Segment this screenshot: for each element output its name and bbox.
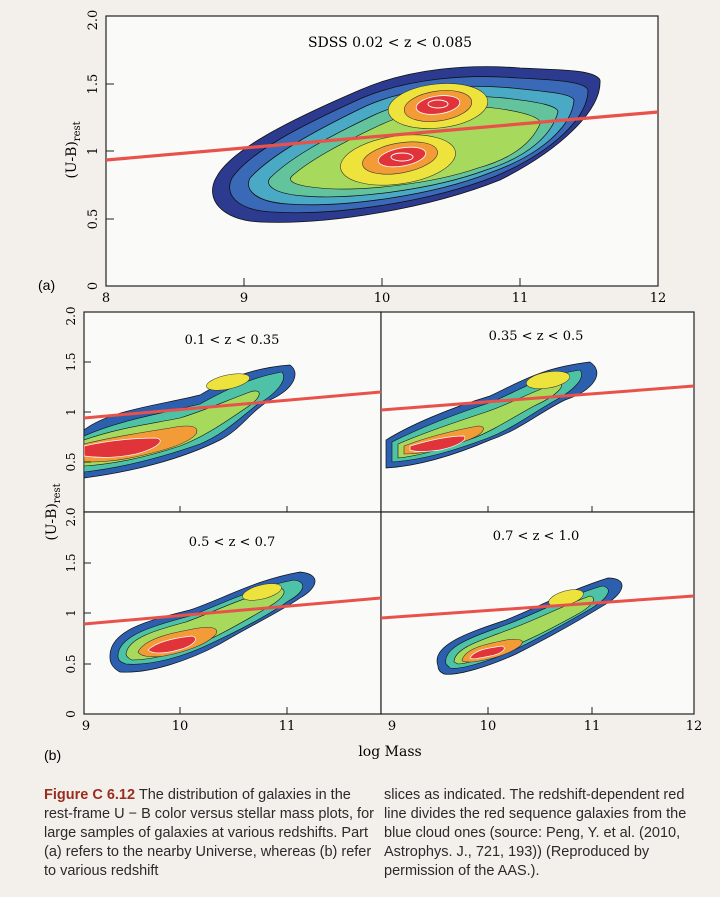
y-tick-label: 2.0: [86, 10, 101, 31]
y-tick-label: 2.0: [64, 306, 78, 325]
divider-line-tl: [84, 390, 381, 420]
y-axis-label-sub: rest: [52, 483, 63, 503]
density-contours-tr: [381, 361, 694, 469]
x-tick-label: 10: [172, 719, 189, 734]
subpanel-title: 0.35 < z < 0.5: [489, 329, 584, 344]
y-tick-label: 1: [86, 147, 101, 155]
figure-label: Figure C 6.12: [44, 787, 136, 803]
density-contours-a: [106, 66, 658, 223]
y-tick-label: 0: [86, 282, 101, 290]
density-contours-tl: [84, 364, 381, 479]
panel-b-x-ticks: 9 10 11 9 10 11 12: [82, 719, 702, 734]
y-tick-label: 1.5: [86, 74, 101, 95]
panel-a-y-ticks: 0 0.5 1 1.5 2.0: [86, 10, 101, 290]
y-axis-label-text: (U-B): [64, 141, 80, 179]
panel-b-x-axis-label: log Mass: [358, 744, 421, 760]
density-contours-bl: [84, 571, 381, 673]
panel-a-title: SDSS 0.02 < z < 0.085: [308, 35, 472, 51]
y-tick-label: 0.5: [64, 654, 78, 673]
panel-a: SDSS 0.02 < z < 0.085 (a) 8 9 10 11 12 0…: [38, 10, 666, 306]
y-tick-label: 2.0: [64, 507, 78, 526]
y-tick-label: 1.5: [64, 352, 78, 371]
x-tick-label: 12: [650, 291, 667, 306]
x-tick-label: 10: [480, 719, 497, 734]
panel-b-top-y-ticks: 0.5 1 1.5 2.0: [64, 306, 78, 471]
figure: SDSS 0.02 < z < 0.085 (a) 8 9 10 11 12 0…: [38, 10, 702, 763]
panel-a-x-ticks: 8 9 10 11 12: [102, 291, 666, 306]
x-tick-label: 8: [102, 291, 110, 306]
panel-b-bottom-y-ticks: 0 0.5 1 1.5 2.0: [64, 507, 78, 717]
x-tick-label: 11: [512, 291, 529, 306]
svg-text:(U-B)rest: (U-B)rest: [44, 483, 63, 540]
density-contours-br: [381, 577, 694, 675]
y-axis-label-sub: rest: [72, 121, 83, 141]
svg-text:(U-B)rest: (U-B)rest: [64, 121, 83, 178]
y-tick-label: 1: [64, 408, 78, 416]
panel-a-label: (a): [38, 277, 55, 293]
panel-b: 0.1 < z < 0.35 0.35 < z < 0.5 0.5 < z < …: [44, 306, 702, 763]
y-tick-label: 0.5: [86, 209, 101, 230]
divider-line-tr: [381, 384, 694, 412]
divider-line-a: [106, 110, 658, 162]
x-tick-label: 9: [388, 719, 396, 734]
y-tick-label: 1.5: [64, 553, 78, 572]
caption-left-text: The distribution of galaxies in the rest…: [44, 787, 374, 879]
y-tick-label: 0.5: [64, 452, 78, 471]
divider-line-bl: [84, 596, 381, 626]
divider-line-br: [381, 594, 694, 620]
subpanel-title: 0.5 < z < 0.7: [189, 535, 276, 550]
panel-b-label: (b): [44, 747, 61, 763]
x-tick-label: 12: [686, 719, 703, 734]
caption-left: Figure C 6.12 The distribution of galaxi…: [44, 786, 374, 881]
panel-b-y-axis-label: (U-B)rest: [44, 483, 63, 540]
caption-right: slices as indicated. The redshift-depend…: [384, 786, 709, 881]
y-tick-label: 0: [64, 710, 78, 718]
subpanel-title: 0.1 < z < 0.35: [185, 333, 280, 348]
subpanel-title: 0.7 < z < 1.0: [493, 529, 580, 544]
panel-a-y-axis-label: (U-B)rest: [64, 121, 83, 178]
y-axis-label-text: (U-B): [44, 503, 60, 541]
x-tick-label: 10: [374, 291, 391, 306]
y-tick-label: 1: [64, 609, 78, 617]
x-tick-label: 9: [82, 719, 90, 734]
x-tick-label: 11: [584, 719, 601, 734]
x-tick-label: 11: [279, 719, 296, 734]
caption-right-text: slices as indicated. The redshift-depend…: [384, 787, 687, 879]
x-tick-label: 9: [240, 291, 248, 306]
